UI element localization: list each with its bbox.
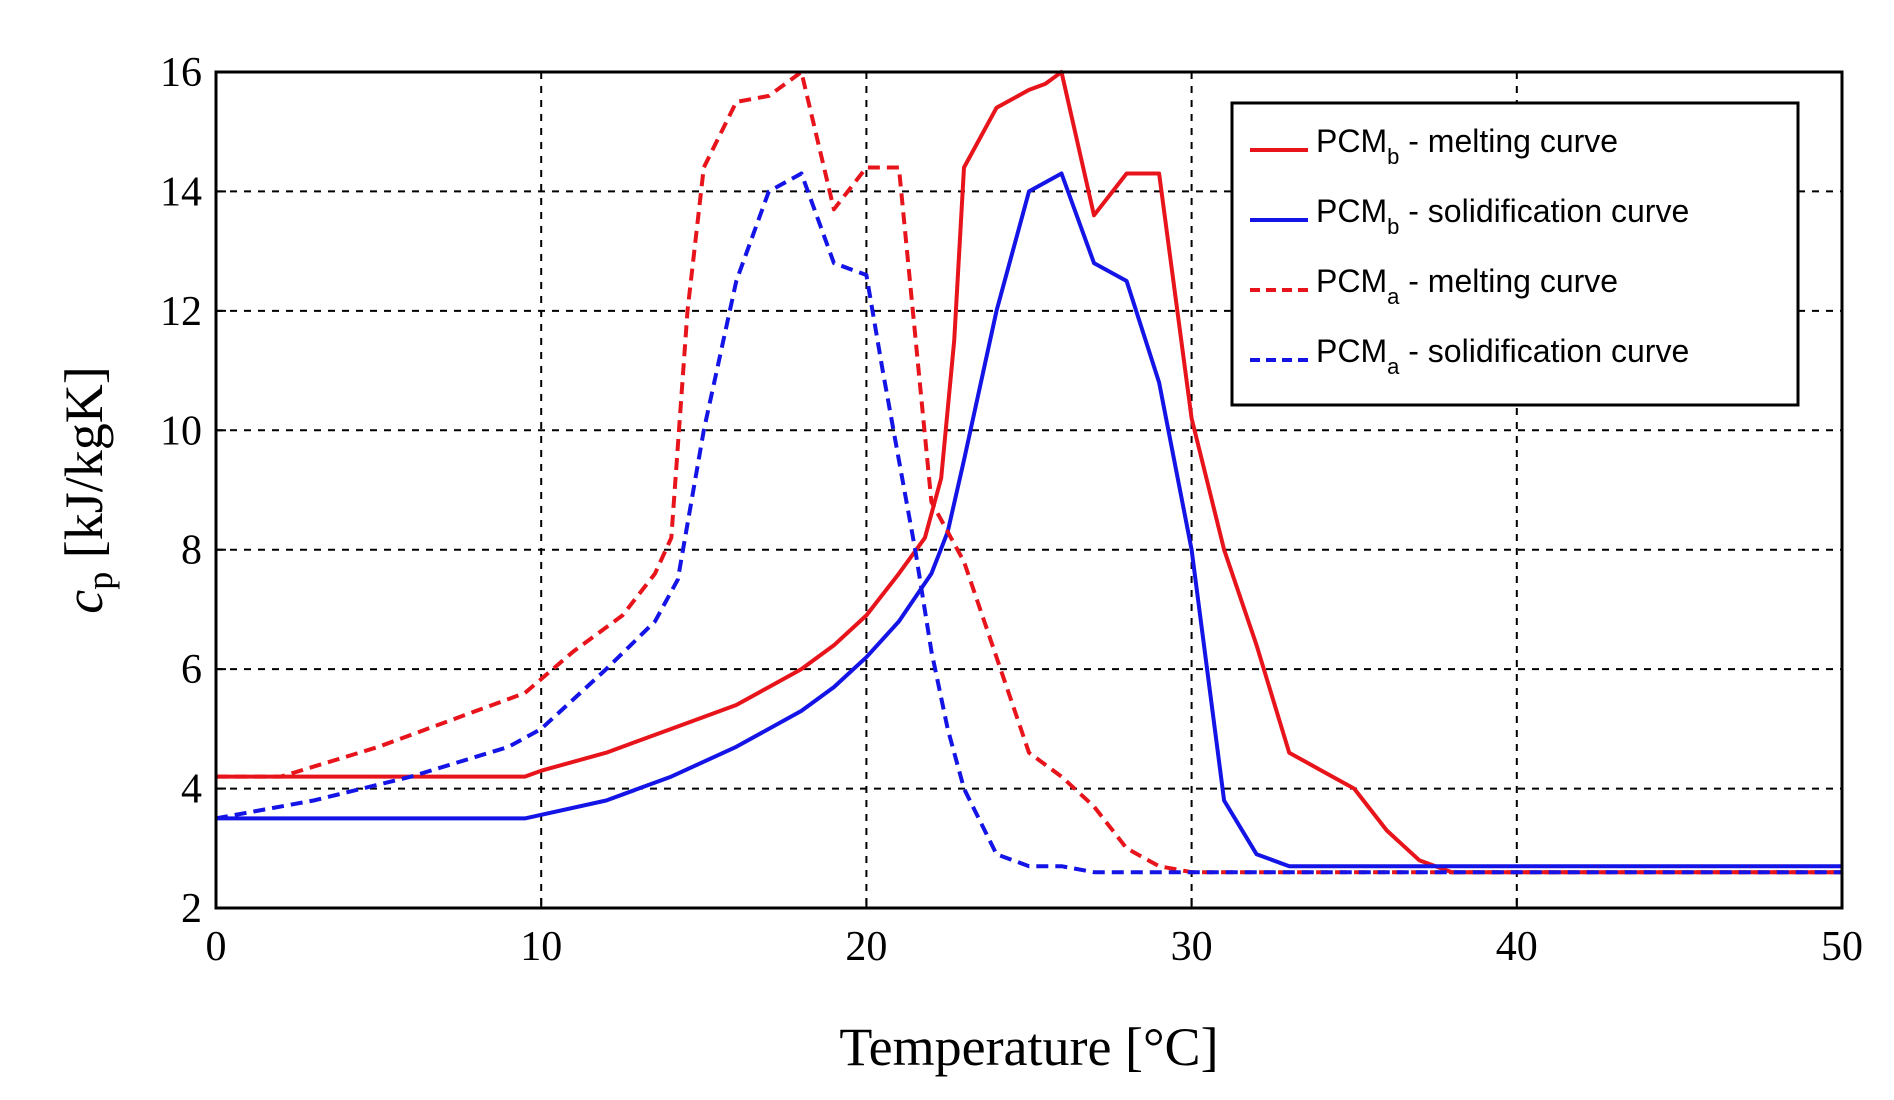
- x-axis-title: Temperature [°C]: [839, 1017, 1218, 1077]
- y-tick-label: 2: [181, 886, 202, 932]
- y-tick-label: 16: [160, 50, 202, 96]
- y-tick-label: 14: [160, 169, 202, 215]
- legend-box: [1230, 101, 1800, 407]
- y-axis-title-sub: p: [80, 572, 120, 590]
- legend-items: PCMb - melting curve PCMb - solidificatio…: [1250, 123, 1689, 379]
- x-tick-label: 30: [1171, 924, 1213, 970]
- y-tick-label: 12: [160, 289, 202, 335]
- x-tick-label: 0: [206, 924, 227, 970]
- y-axis-title-main: c: [54, 590, 114, 614]
- series-layer: [215, 70, 1842, 875]
- x-tick-label: 40: [1496, 924, 1538, 970]
- y-axis-title-unit: [kJ/kgK]: [54, 366, 114, 571]
- y-tick-label: 10: [160, 408, 202, 454]
- plot-frame: [214, 70, 1844, 910]
- legend: PCMb - melting curve PCMb - solidificatio…: [1230, 101, 1800, 407]
- series-line-2: [216, 171, 1842, 869]
- series-line-3: [216, 70, 1842, 875]
- x-tick-label: 50: [1821, 924, 1863, 970]
- y-tick-label: 4: [181, 767, 202, 813]
- series-line-4: [215, 171, 1842, 875]
- series-line-1: [216, 70, 1842, 875]
- tick-layer: 0 10 20 30 40 50 2 4 6 8 10 12 14 16: [160, 50, 1863, 970]
- legend-label-4: PCMa - solidification curve: [1316, 333, 1689, 379]
- x-tick-label: 20: [845, 924, 887, 970]
- y-tick-label: 8: [181, 528, 202, 574]
- legend-label-1: PCMb - melting curve: [1316, 123, 1618, 169]
- legend-label-3: PCMa - melting curve: [1316, 263, 1618, 309]
- y-axis-title: cp [kJ/kgK]: [54, 366, 120, 613]
- y-tick-label: 6: [181, 647, 202, 693]
- legend-label-2: PCMb - solidification curve: [1316, 193, 1689, 239]
- x-tick-label: 10: [520, 924, 562, 970]
